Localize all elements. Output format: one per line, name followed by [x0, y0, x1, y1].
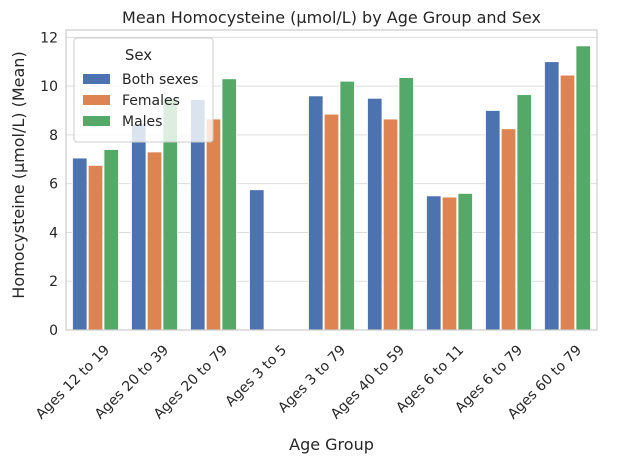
y-tick-label: 10 [40, 79, 58, 95]
bar [516, 94, 532, 331]
legend-title: Sex [125, 46, 152, 64]
bar [103, 149, 119, 331]
legend-swatch [83, 95, 110, 105]
bar [72, 157, 88, 331]
bar [131, 123, 147, 331]
bar [426, 195, 442, 331]
x-axis-title: Age Group [289, 435, 374, 454]
bar [367, 97, 383, 331]
legend-label: Both sexes [122, 72, 198, 88]
y-tick-label: 6 [49, 177, 58, 193]
bars [72, 45, 591, 331]
bar [457, 193, 473, 331]
bar [485, 110, 501, 331]
legend: Sex Both sexes Females Males [73, 37, 214, 143]
bar [441, 196, 458, 331]
bar [559, 74, 576, 331]
legend-label: Females [122, 93, 180, 109]
plot-frame [65, 29, 598, 331]
bar [339, 80, 355, 331]
y-tick-label: 4 [49, 225, 58, 241]
legend-items: Both sexes Females Males [83, 72, 198, 130]
bar [382, 118, 399, 331]
y-tick-labels: 0 2 4 6 8 10 12 [40, 30, 58, 339]
bar [87, 164, 104, 331]
y-axis-title: Homocysteine (µmol/L) (Mean) [9, 51, 28, 298]
legend-swatch [83, 116, 110, 126]
chart-title: Mean Homocysteine (µmol/L) by Age Group … [122, 8, 541, 27]
bar [221, 78, 237, 331]
y-tick-label: 2 [49, 274, 58, 290]
bar [146, 151, 163, 331]
bar [205, 118, 222, 331]
legend-swatch [83, 74, 110, 84]
bar [308, 95, 324, 331]
bar [500, 128, 517, 331]
bar [575, 45, 591, 331]
bar [323, 113, 340, 331]
y-tick-label: 8 [49, 128, 58, 144]
bar [249, 189, 265, 331]
legend-label: Males [122, 114, 162, 130]
y-tick-label: 12 [40, 30, 58, 46]
y-tick-label: 0 [49, 323, 58, 339]
bar [544, 61, 560, 331]
bar [398, 77, 414, 331]
